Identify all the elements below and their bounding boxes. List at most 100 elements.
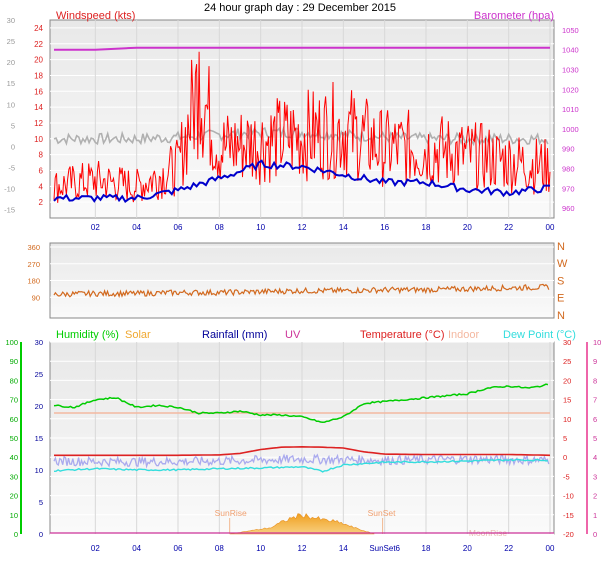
offset-tick-label: -10 <box>4 185 15 194</box>
temperature-tick-label: 20 <box>563 376 571 385</box>
barometer-tick-label: 1000 <box>562 125 579 134</box>
rainfall-tick-label: 0 <box>39 530 43 539</box>
hour-tick-label: 14 <box>339 544 348 553</box>
direction-tick-label: 180 <box>27 277 40 286</box>
wind-tick-label: 4 <box>39 182 44 191</box>
barometer-tick-label: 980 <box>562 165 575 174</box>
direction-tick-label: 90 <box>32 293 40 302</box>
uv-tick-label: 7 <box>593 396 597 405</box>
legend-label: Indoor <box>448 329 480 341</box>
humidity-tick-label: 90 <box>10 357 18 366</box>
hour-tick-label: 20 <box>463 544 472 553</box>
offset-tick-label: 10 <box>7 100 15 109</box>
barometer-line <box>54 46 550 51</box>
humidity-tick-label: 70 <box>10 396 18 405</box>
rainfall-tick-label: 15 <box>35 434 43 443</box>
uv-tick-label: 8 <box>593 376 597 385</box>
barometer-tick-label: 960 <box>562 204 575 213</box>
barometer-tick-label: 1040 <box>562 46 579 55</box>
compass-label: S <box>557 275 564 287</box>
offset-tick-label: 0 <box>11 142 15 151</box>
uv-tick-label: 5 <box>593 434 597 443</box>
sunset-label: SunSet <box>368 508 397 518</box>
direction-tick-label: 270 <box>27 260 40 269</box>
temperature-tick-label: -20 <box>563 530 574 539</box>
solar-area <box>229 513 375 535</box>
barometer-axis-title: Barometer (hpa) <box>474 10 554 22</box>
legend-label: Dew Point (°C) <box>503 329 576 341</box>
uv-tick-label: 6 <box>593 415 597 424</box>
wind-tick-label: 16 <box>34 87 43 96</box>
direction-series <box>53 283 550 299</box>
temperature-tick-label: -10 <box>563 492 574 501</box>
wind-tick-label: 14 <box>34 103 43 112</box>
hour-tick-label: 18 <box>422 223 431 232</box>
climate-legend: Humidity (%) Solar Rainfall (mm) UV Temperat… <box>56 329 576 341</box>
wind-tick-label: 10 <box>34 135 43 144</box>
compass-label: W <box>557 258 568 270</box>
hour-tick-label: 10 <box>256 544 265 553</box>
hour-tick-label: 08 <box>215 223 224 232</box>
rainfall-tick-label: 20 <box>35 402 43 411</box>
page-title: 24 hour graph day : 29 December 2015 <box>204 2 396 14</box>
dew-point-line <box>53 458 548 473</box>
hour-tick-label: 02 <box>91 223 100 232</box>
humidity-line <box>53 383 549 423</box>
temperature-tick-label: 0 <box>563 453 567 462</box>
temperature-tick-label: 25 <box>563 357 571 366</box>
offset-tick-label: 30 <box>7 16 15 25</box>
temperature-tick-label: -5 <box>563 472 570 481</box>
hour-tick-label: 10 <box>256 223 265 232</box>
hour-tick-label: 06 <box>174 544 183 553</box>
uv-tick-label: 0 <box>593 530 597 539</box>
rainfall-tick-label: 30 <box>35 338 43 347</box>
wind-tick-label: 12 <box>34 119 43 128</box>
hour-tick-label: 12 <box>298 544 307 553</box>
barometer-tick-label: 970 <box>562 184 575 193</box>
wind-tick-label: 8 <box>39 151 44 160</box>
grey-series-line <box>53 124 549 147</box>
hour-tick-label: 02 <box>91 544 100 553</box>
offset-tick-label: 25 <box>7 37 15 46</box>
offset-tick-label: 15 <box>7 79 15 88</box>
humidity-tick-label: 0 <box>14 530 18 539</box>
climate-axes: 0102030405060708090100051015202530-20-15… <box>5 338 601 553</box>
hour-tick-label: 06 <box>174 223 183 232</box>
hour-tick-label: 12 <box>298 223 307 232</box>
humidity-tick-label: 60 <box>10 415 18 424</box>
rainfall-tick-label: 5 <box>39 498 43 507</box>
barometer-tick-label: 1020 <box>562 85 579 94</box>
offset-tick-label: 20 <box>7 58 15 67</box>
hour-tick-label: 14 <box>339 223 348 232</box>
hour-tick-label: SunSet6 <box>369 544 400 553</box>
wind-tick-label: 22 <box>34 40 43 49</box>
temperature-tick-label: 15 <box>563 396 571 405</box>
wind-tick-label: 18 <box>34 71 43 80</box>
windspeed-gust-line <box>53 51 551 203</box>
temperature-line <box>54 445 551 457</box>
temperature-tick-label: -15 <box>563 511 574 520</box>
barometer-tick-label: 1050 <box>562 26 579 35</box>
hour-tick-label: 08 <box>215 544 224 553</box>
humidity-tick-label: 10 <box>10 511 18 520</box>
humidity-tick-label: 100 <box>5 338 18 347</box>
hour-tick-label: 18 <box>422 544 431 553</box>
legend-label: Rainfall (mm) <box>202 329 267 341</box>
uv-tick-label: 3 <box>593 472 597 481</box>
wind-tick-label: 6 <box>39 166 44 175</box>
windspeed-average-line <box>53 159 550 204</box>
offset-tick-label: 5 <box>11 121 15 130</box>
uv-tick-label: 2 <box>593 492 597 501</box>
direction-tick-label: 360 <box>27 243 40 252</box>
humidity-tick-label: 50 <box>10 434 18 443</box>
humidity-tick-label: 30 <box>10 472 18 481</box>
humidity-tick-label: 80 <box>10 376 18 385</box>
barometer-tick-label: 1030 <box>562 66 579 75</box>
hour-tick-label: 22 <box>504 544 513 553</box>
direction-gridlines <box>50 246 554 298</box>
legend-label: Solar <box>125 329 151 341</box>
hour-tick-label: 04 <box>132 223 141 232</box>
hour-tick-label: 00 <box>546 223 555 232</box>
